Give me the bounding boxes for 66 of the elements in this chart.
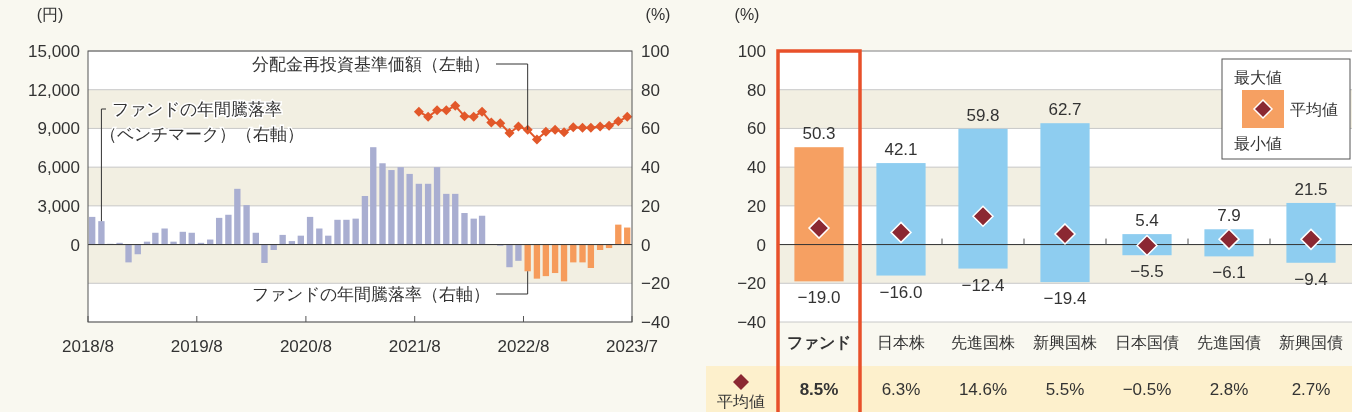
x-tick-label: 日本株: [877, 334, 925, 351]
x-tick-label: 2019/8: [170, 337, 223, 356]
y2-tick-label: 60: [641, 119, 660, 139]
y-tick-label: 9,000: [37, 119, 80, 139]
x-tick-label: 2021/8: [388, 337, 441, 356]
annotation: −19.0: [797, 288, 841, 308]
data-label: 14.6%: [958, 380, 1008, 399]
x-tick-label: 日本国債: [1115, 334, 1179, 351]
x-tick-label: 新興国株: [1033, 334, 1097, 351]
y-tick-label: 15,000: [28, 41, 80, 61]
text: ファンドの年間騰落率（ベンチマーク）（右軸）: [100, 100, 304, 144]
y-tick-label: 6,000: [37, 158, 80, 178]
series-label: 分配金再投資基準価額（左軸）: [252, 55, 490, 74]
y2-tick-label: 80: [641, 80, 660, 100]
text: 平均値: [717, 393, 765, 410]
x-tick-label: 2020/8: [279, 337, 332, 356]
y-tick-label: 20: [747, 196, 766, 216]
y2-tick-label: −20: [641, 274, 670, 294]
y-tick-label: 0: [70, 235, 80, 255]
annotation: −16.0: [879, 282, 923, 302]
y-tick-label: 40: [747, 158, 766, 178]
annotation: −12.4: [961, 275, 1005, 295]
text: ファンドの年間騰落率（右軸）: [252, 285, 490, 304]
y2-tick-label: 100: [641, 41, 670, 61]
annotation: 62.7: [1048, 100, 1082, 120]
x-tick-label: 2018/8: [62, 337, 114, 356]
annotation: 最小値: [1234, 135, 1282, 152]
annotation: −5.5: [1130, 262, 1164, 282]
y-tick-label: 12,000: [28, 80, 80, 100]
x-tick-label: 2023/7: [606, 337, 658, 356]
y2-tick-label: 0: [641, 235, 651, 255]
y2-axis-title: (%): [645, 6, 671, 23]
annotation: 最大値: [1234, 69, 1282, 86]
y2-tick-label: 20: [641, 196, 660, 216]
annotation: −9.4: [1294, 269, 1328, 289]
annotation: 5.4: [1135, 211, 1159, 231]
data-label: 2.8%: [1209, 380, 1249, 399]
data-label: −0.5%: [1122, 380, 1172, 399]
data-label: 8.5%: [799, 380, 839, 399]
data-label: 5.5%: [1045, 380, 1085, 399]
annotation: 50.3: [802, 124, 836, 144]
y-axis-title: (%): [734, 6, 760, 23]
y-tick-label: 80: [747, 80, 766, 100]
y-tick-label: −20: [737, 274, 766, 294]
annotation: −6.1: [1212, 263, 1246, 283]
annotation: −19.4: [1043, 289, 1087, 309]
y-tick-label: 60: [747, 119, 766, 139]
data-label: 6.3%: [881, 380, 921, 399]
y-tick-label: 3,000: [37, 196, 80, 216]
annotation: 42.1: [884, 140, 918, 160]
annotation: 59.8: [966, 105, 1000, 125]
y2-tick-label: −40: [641, 312, 670, 332]
annotation: 7.9: [1217, 206, 1241, 226]
y-tick-label: −40: [737, 312, 766, 332]
x-tick-label: 2022/8: [497, 337, 550, 356]
y-axis-title: (円): [36, 6, 64, 23]
legend-label: 平均値: [1290, 101, 1338, 118]
y-tick-label: 0: [756, 235, 766, 255]
annotation: 21.5: [1294, 179, 1328, 199]
x-tick-label: ファンド: [787, 334, 851, 351]
data-label: 2.7%: [1291, 380, 1331, 399]
x-tick-label: 先進国債: [1197, 334, 1261, 351]
y2-tick-label: 40: [641, 158, 660, 178]
x-tick-label: 新興国債: [1279, 334, 1343, 351]
y-tick-label: 100: [737, 41, 766, 61]
x-tick-label: 先進国株: [951, 334, 1015, 351]
